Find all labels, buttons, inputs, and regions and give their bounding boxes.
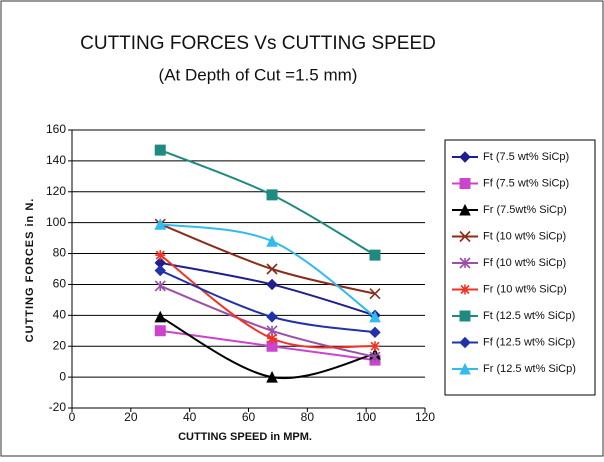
marker bbox=[267, 333, 278, 344]
y-axis-label: CUTTING FORCES in N. bbox=[24, 198, 36, 343]
marker bbox=[459, 336, 471, 349]
marker bbox=[460, 284, 470, 295]
x-tick-label: 40 bbox=[183, 410, 197, 424]
marker bbox=[459, 230, 471, 243]
marker bbox=[369, 310, 381, 323]
legend-label: Ff (7.5 wt% SiCp) bbox=[483, 177, 569, 189]
x-tick-label: 80 bbox=[301, 410, 315, 424]
marker bbox=[459, 362, 471, 375]
marker bbox=[154, 264, 166, 277]
legend-label: Fr (12.5 wt% SiCp) bbox=[483, 363, 576, 375]
marker bbox=[266, 189, 278, 201]
x-tick-label: 120 bbox=[415, 410, 435, 424]
y-tick-label: 160 bbox=[46, 122, 66, 136]
marker bbox=[266, 235, 278, 247]
y-tick-label: 60 bbox=[53, 277, 67, 291]
legend-label: Ff (12.5 wt% SiCp) bbox=[483, 336, 575, 348]
marker bbox=[154, 218, 167, 230]
x-axis-label: CUTTING SPEED in MPM. bbox=[178, 431, 312, 443]
x-tick-label: 60 bbox=[242, 410, 256, 424]
marker bbox=[459, 178, 471, 189]
marker bbox=[369, 326, 381, 339]
y-tick-label: 40 bbox=[53, 308, 67, 322]
y-tick-label: 80 bbox=[53, 246, 67, 260]
x-tick-label: 20 bbox=[124, 410, 138, 424]
legend-label: Ff (10 wt% SiCp) bbox=[483, 257, 566, 269]
y-tick-label: -20 bbox=[49, 400, 67, 414]
chart-subtitle: (At Depth of Cut =1.5 mm) bbox=[159, 65, 358, 84]
legend-label: Ft (10 wt% SiCp) bbox=[483, 230, 566, 242]
marker bbox=[369, 288, 381, 300]
y-tick-label: 120 bbox=[46, 184, 66, 198]
marker bbox=[369, 249, 381, 261]
y-tick-label: 100 bbox=[46, 215, 66, 229]
marker bbox=[459, 257, 471, 269]
y-tick-label: 0 bbox=[59, 369, 66, 383]
y-tick-label: 20 bbox=[53, 338, 67, 352]
x-tick-label: 100 bbox=[356, 410, 376, 424]
chart-title: CUTTING FORCES Vs CUTTING SPEED bbox=[80, 33, 436, 54]
marker bbox=[266, 263, 278, 275]
marker bbox=[266, 278, 278, 291]
marker bbox=[369, 341, 380, 352]
marker bbox=[154, 280, 166, 292]
marker bbox=[459, 310, 471, 322]
marker bbox=[154, 144, 166, 156]
legend-label: Fr (10 wt% SiCp) bbox=[483, 283, 567, 295]
marker bbox=[459, 203, 471, 216]
marker bbox=[266, 370, 278, 383]
marker bbox=[154, 310, 167, 323]
legend-label: Fr (7.5wt% SiCp) bbox=[483, 204, 567, 216]
x-tick-label: 0 bbox=[69, 410, 76, 424]
marker bbox=[266, 311, 278, 323]
legend-label: Ft (7.5 wt% SiCp) bbox=[483, 151, 569, 163]
y-tick-label: 140 bbox=[46, 153, 66, 167]
legend-label: Ft (12.5 wt% SiCp) bbox=[483, 310, 575, 322]
marker bbox=[154, 325, 166, 337]
marker bbox=[155, 250, 166, 261]
marker bbox=[459, 151, 471, 163]
marker bbox=[369, 351, 381, 363]
